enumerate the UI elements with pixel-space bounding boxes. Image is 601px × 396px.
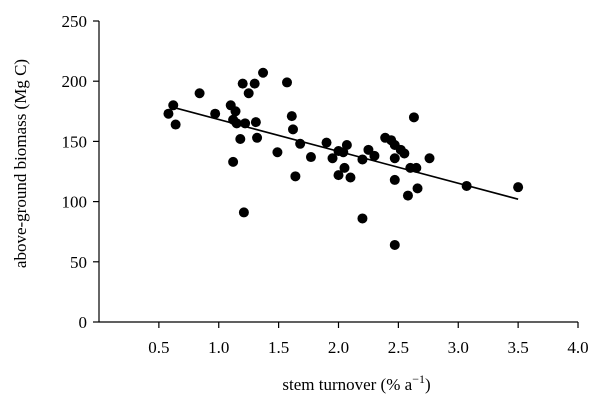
data-point: [357, 154, 368, 165]
data-point: [408, 112, 419, 123]
data-point: [240, 118, 251, 129]
data-point: [258, 67, 269, 78]
data-point: [321, 137, 332, 148]
x-tick-label: 0.5: [148, 338, 169, 357]
y-tick-label: 250: [62, 12, 88, 31]
data-point: [272, 147, 283, 158]
data-point: [389, 174, 400, 185]
data-point: [231, 118, 242, 129]
data-point: [238, 207, 249, 218]
data-point: [210, 108, 221, 119]
data-point: [411, 162, 422, 173]
data-point: [163, 108, 174, 119]
y-tick-label: 200: [62, 72, 88, 91]
data-point: [389, 153, 400, 164]
data-point: [339, 162, 350, 173]
y-axis-label: above-ground biomass (Mg C): [11, 59, 30, 268]
data-point: [295, 138, 306, 149]
data-point: [389, 239, 400, 250]
y-tick-label: 0: [79, 313, 88, 332]
data-point: [305, 152, 316, 163]
data-point: [235, 133, 246, 144]
data-point: [327, 153, 338, 164]
data-point: [357, 213, 368, 224]
x-tick-label: 2.5: [388, 338, 409, 357]
y-tick-label: 50: [70, 253, 87, 272]
data-point: [230, 106, 241, 117]
y-tick-label: 150: [62, 132, 88, 151]
x-tick-label: 4.0: [567, 338, 588, 357]
data-point: [194, 88, 205, 99]
data-points: [163, 67, 524, 250]
x-axis-label: stem turnover (% a−1): [282, 372, 430, 394]
data-point: [228, 156, 239, 167]
data-point: [461, 180, 472, 191]
data-point: [402, 190, 413, 201]
data-point: [513, 182, 524, 193]
data-point: [252, 132, 263, 143]
data-point: [338, 147, 349, 158]
data-point: [333, 170, 344, 181]
data-point: [168, 100, 179, 111]
x-tick-label: 3.5: [508, 338, 529, 357]
data-point: [286, 111, 297, 122]
data-point: [290, 171, 301, 182]
data-point: [249, 78, 260, 89]
data-point: [424, 153, 435, 164]
data-point: [369, 150, 380, 161]
data-point: [412, 183, 423, 194]
data-point: [250, 117, 261, 128]
data-point: [345, 172, 356, 183]
x-tick-label: 2.0: [328, 338, 349, 357]
x-tick-label: 1.5: [268, 338, 289, 357]
data-point: [282, 77, 293, 88]
x-tick-label: 3.0: [448, 338, 469, 357]
y-tick-label: 100: [62, 193, 88, 212]
data-point: [170, 119, 181, 130]
x-tick-label: 1.0: [208, 338, 229, 357]
x-axis-ticks: 0.5 1.0 1.5 2.0 2.5 3.0 3.5 4.0: [148, 322, 589, 357]
data-point: [243, 88, 254, 99]
y-axis-ticks: 0 50 100 150 200 250: [62, 12, 99, 332]
data-point: [237, 78, 248, 89]
data-point: [287, 124, 298, 135]
data-point: [399, 148, 410, 159]
